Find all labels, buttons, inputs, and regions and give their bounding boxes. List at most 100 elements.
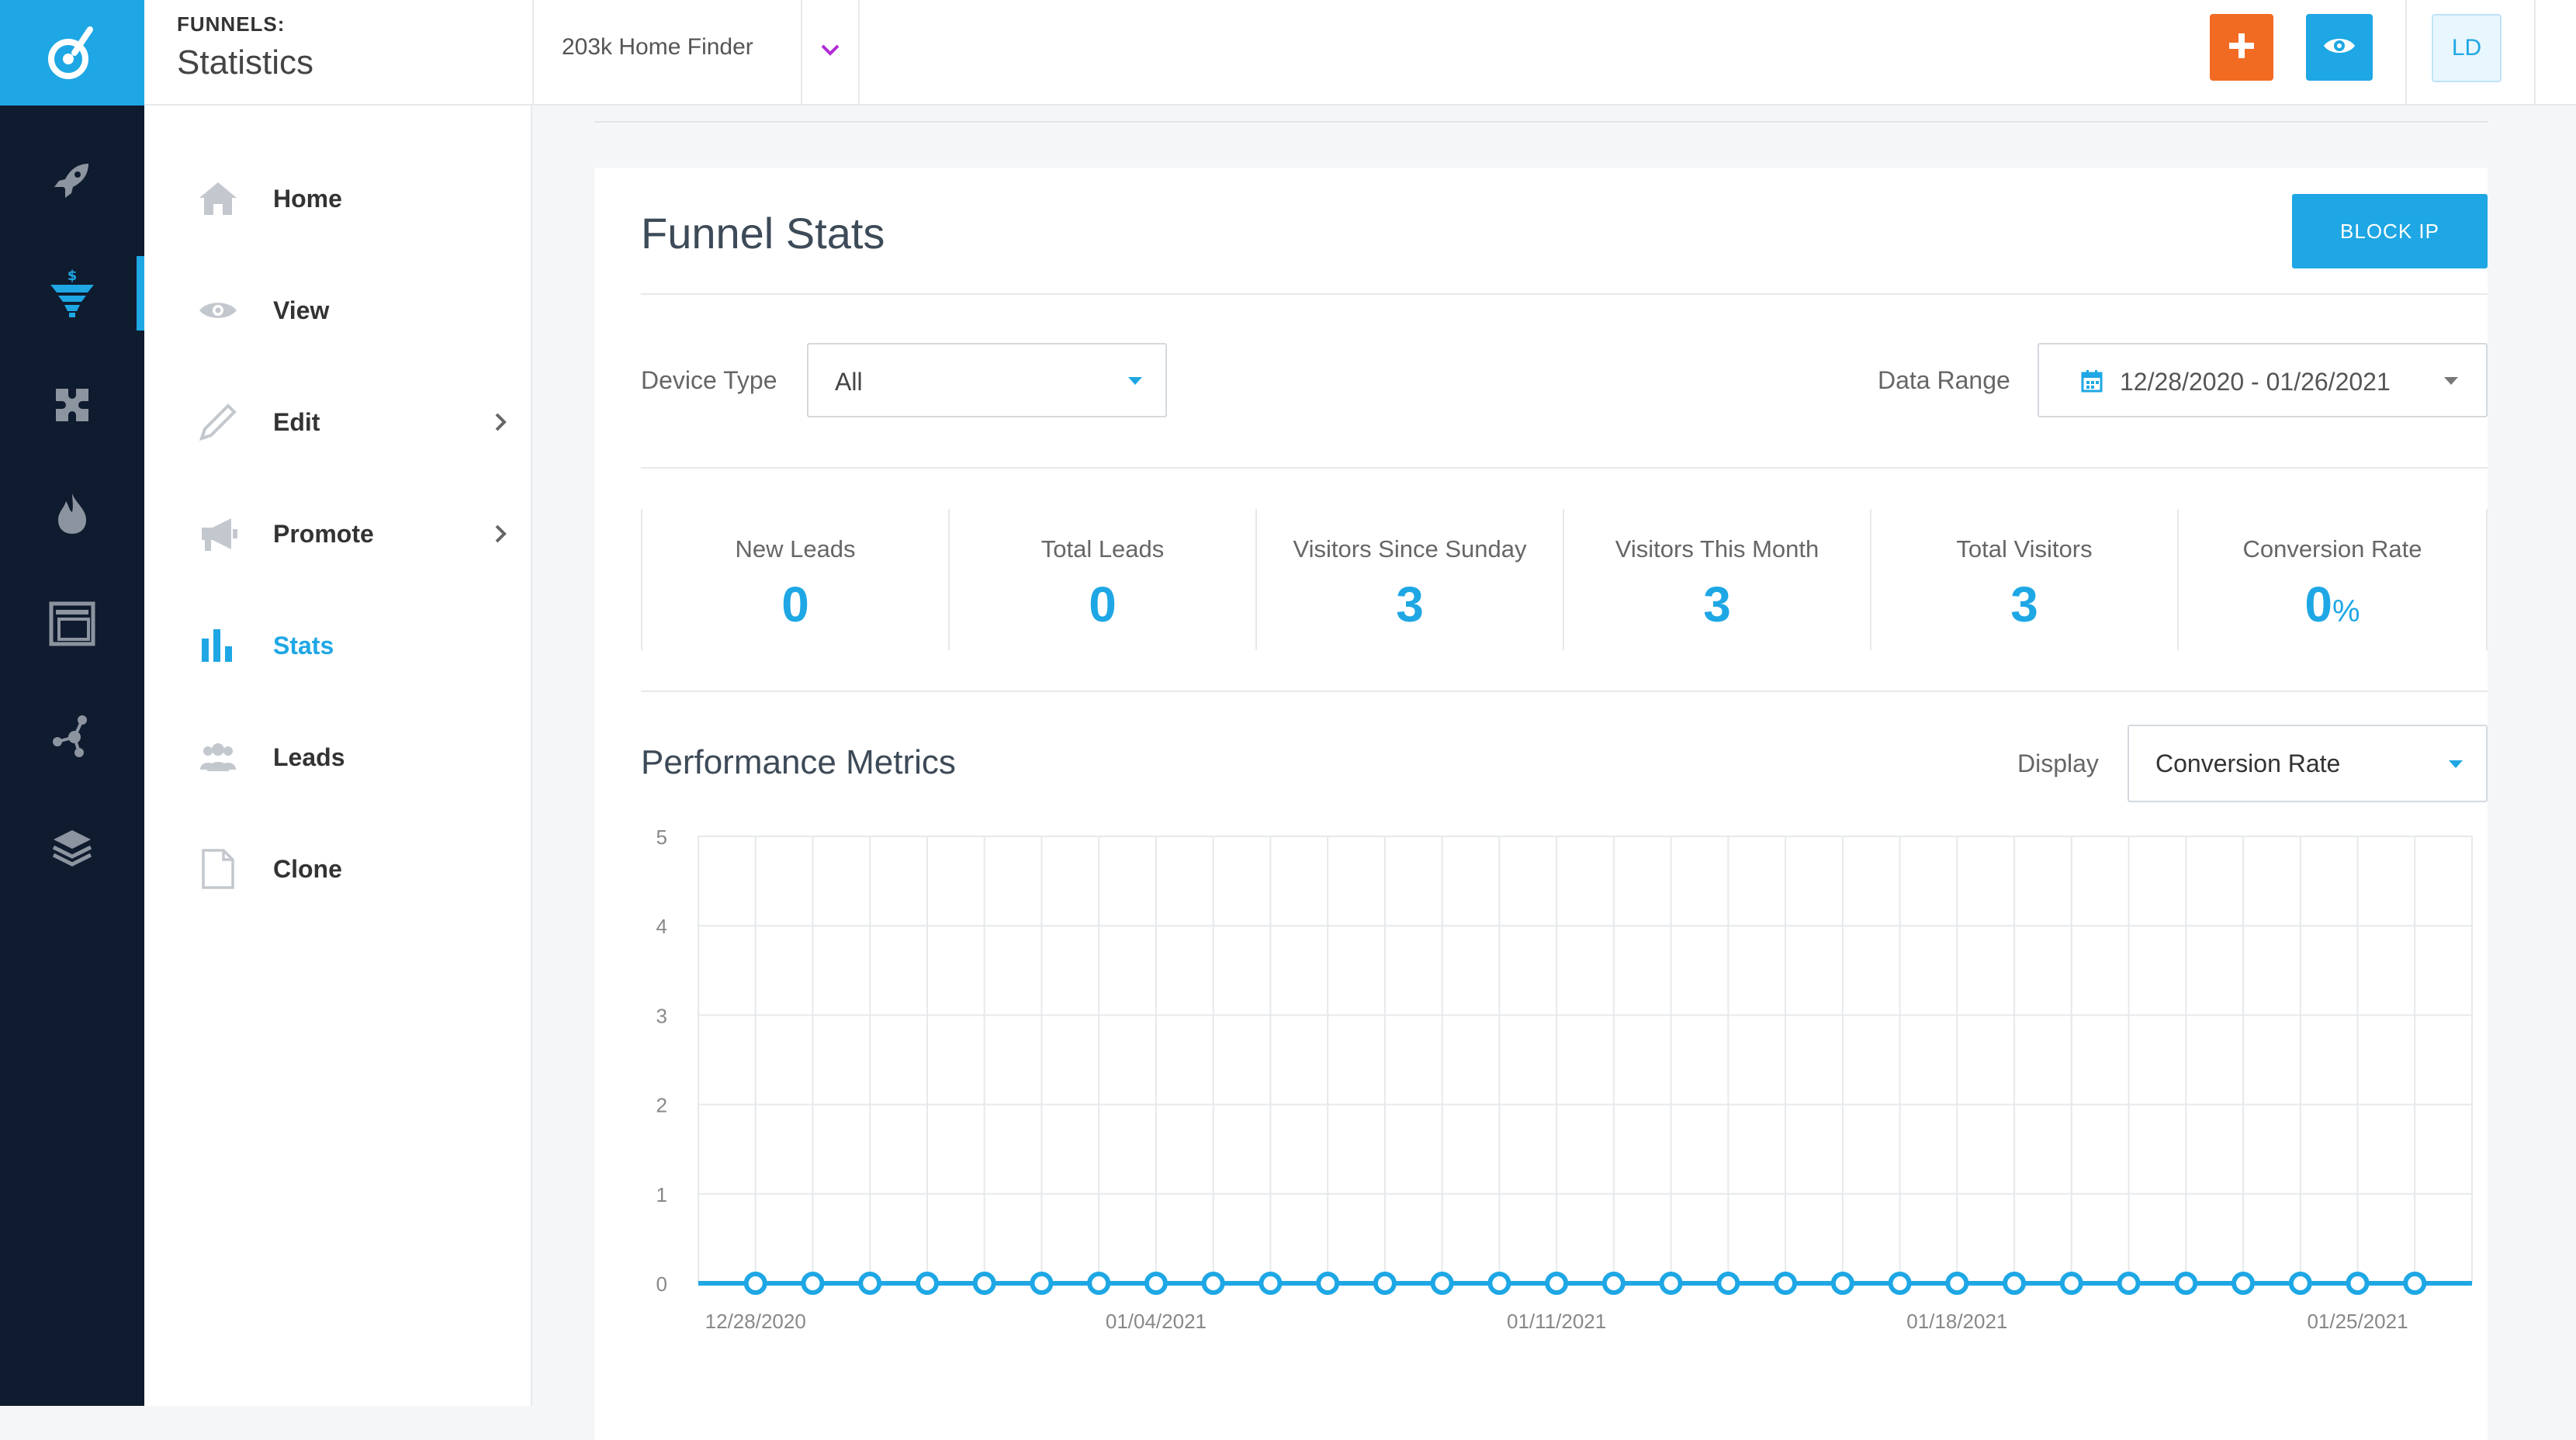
data-point — [1430, 1272, 1454, 1295]
plus-icon — [2226, 30, 2257, 65]
y-tick-label: 0 — [656, 1272, 667, 1296]
data-point — [1316, 1272, 1340, 1295]
divider — [641, 691, 2488, 692]
chevron-right-icon — [489, 518, 512, 549]
stat-number: 0 — [2304, 576, 2332, 632]
avatar[interactable]: LD — [2432, 14, 2502, 82]
stat-unit: % — [2332, 594, 2360, 628]
window-icon[interactable] — [0, 587, 144, 661]
data-point — [2403, 1272, 2427, 1295]
flame-icon[interactable] — [0, 476, 144, 551]
funnel-subnav: Home View Edit Promote Stats Le — [144, 106, 532, 1406]
funnel-selector-label[interactable]: 203k Home Finder — [562, 34, 753, 60]
data-point — [1201, 1272, 1225, 1295]
logo-icon[interactable] — [0, 0, 144, 106]
y-tick-label: 1 — [656, 1183, 667, 1206]
date-range-value: 12/28/2020 - 01/26/2021 — [2120, 368, 2391, 396]
chevron-right-icon — [489, 407, 512, 438]
nav-label: Promote — [273, 520, 374, 548]
nav-label: Home — [273, 185, 342, 213]
stat-label: Visitors This Month — [1615, 535, 1819, 562]
data-point — [2346, 1272, 2370, 1295]
stat-visitors-since-sunday: Visitors Since Sunday 3 — [1255, 509, 1563, 650]
icon-rail: $ — [0, 0, 144, 1406]
device-type-select[interactable]: All — [807, 343, 1167, 417]
device-type-label: Device Type — [641, 366, 777, 394]
integrations-icon[interactable] — [0, 698, 144, 773]
device-type-value: All — [835, 368, 863, 396]
data-point — [915, 1272, 939, 1295]
svg-text:$: $ — [68, 268, 78, 284]
pencil-icon — [197, 403, 239, 441]
data-point — [1087, 1272, 1111, 1295]
divider — [2405, 0, 2407, 104]
stat-value: 0 — [781, 576, 809, 632]
nav-label: Stats — [273, 632, 334, 659]
nav-item-home[interactable]: Home — [144, 160, 531, 237]
data-point — [1601, 1272, 1626, 1295]
nav-item-edit[interactable]: Edit — [144, 383, 531, 461]
data-point — [1888, 1272, 1912, 1295]
date-range-picker[interactable]: 12/28/2020 - 01/26/2021 — [2038, 343, 2488, 417]
layers-icon[interactable] — [0, 810, 144, 884]
nav-item-stats[interactable]: Stats — [144, 607, 531, 684]
divider — [2534, 0, 2536, 104]
stat-value: 3 — [1396, 576, 1424, 632]
preview-button[interactable] — [2306, 14, 2373, 81]
divider — [594, 121, 2488, 123]
nav-label: Clone — [273, 855, 342, 883]
divider — [801, 0, 802, 104]
stat-conversion-rate: Conversion Rate 0% — [2177, 509, 2488, 650]
nav-label: Edit — [273, 408, 320, 436]
stat-total-visitors: Total Visitors 3 — [1870, 509, 2177, 650]
nav-item-view[interactable]: View — [144, 272, 531, 349]
stat-total-leads: Total Leads 0 — [948, 509, 1255, 650]
data-point — [1545, 1272, 1569, 1295]
bar-chart-icon — [197, 627, 239, 664]
stat-label: Total Visitors — [1956, 535, 2093, 562]
stat-label: New Leads — [735, 535, 856, 562]
nav-label: View — [273, 296, 330, 324]
x-tick-label: 12/28/2020 — [705, 1310, 806, 1333]
data-point — [858, 1272, 882, 1295]
y-tick-label: 2 — [656, 1094, 667, 1117]
x-tick-label: 01/25/2021 — [2307, 1310, 2408, 1333]
data-point — [2288, 1272, 2312, 1295]
stat-label: Conversion Rate — [2242, 535, 2422, 562]
stat-label: Total Leads — [1040, 535, 1165, 562]
nav-item-promote[interactable]: Promote — [144, 495, 531, 573]
display-metric-select[interactable]: Conversion Rate — [2128, 725, 2488, 802]
data-point — [2231, 1272, 2256, 1295]
megaphone-icon — [197, 515, 239, 552]
date-range-label: Data Range — [1878, 366, 2010, 394]
breadcrumb-section: FUNNELS: — [177, 12, 286, 36]
data-point — [2003, 1272, 2027, 1295]
y-tick-label: 3 — [656, 1004, 667, 1027]
rocket-icon[interactable] — [0, 143, 144, 217]
divider — [858, 0, 860, 104]
nav-item-leads[interactable]: Leads — [144, 718, 531, 796]
stat-visitors-this-month: Visitors This Month 3 — [1563, 509, 1870, 650]
funnel-dollar-icon[interactable]: $ — [0, 256, 144, 331]
people-icon — [197, 739, 239, 776]
stat-new-leads: New Leads 0 — [641, 509, 948, 650]
funnel-selector-dropdown[interactable] — [802, 0, 858, 104]
add-button[interactable] — [2210, 14, 2273, 81]
display-label: Display — [2017, 749, 2099, 777]
puzzle-icon[interactable] — [0, 368, 144, 442]
card-title: Funnel Stats — [641, 209, 885, 258]
data-point — [1373, 1272, 1397, 1295]
divider — [641, 467, 2488, 469]
x-tick-label: 01/11/2021 — [1507, 1310, 1606, 1333]
data-point — [1659, 1272, 1683, 1295]
nav-label: Leads — [273, 743, 345, 771]
data-point — [743, 1272, 767, 1295]
stat-label: Visitors Since Sunday — [1293, 535, 1527, 562]
block-ip-button[interactable]: BLOCK IP — [2292, 194, 2488, 268]
nav-item-clone[interactable]: Clone — [144, 830, 531, 908]
x-tick-label: 01/04/2021 — [1106, 1310, 1207, 1333]
data-point — [2174, 1272, 2198, 1295]
y-tick-label: 4 — [656, 915, 667, 938]
data-point — [972, 1272, 996, 1295]
data-point — [2059, 1272, 2083, 1295]
